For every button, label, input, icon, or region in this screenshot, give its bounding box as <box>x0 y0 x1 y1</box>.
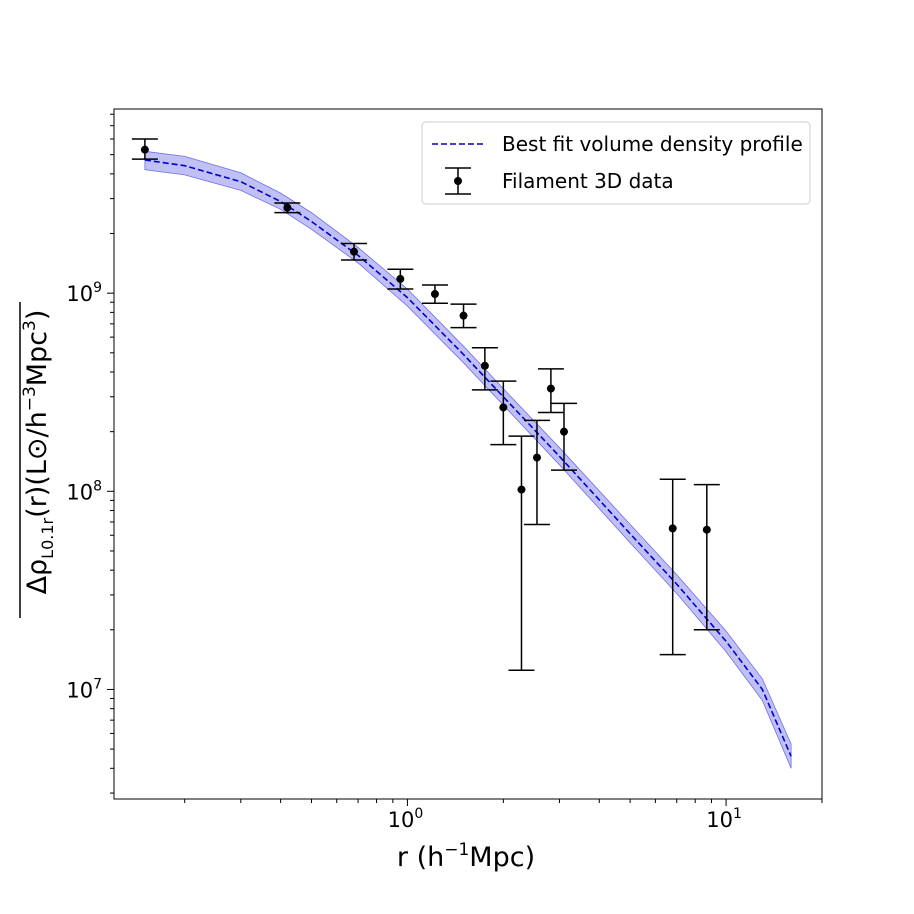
data-point-9 <box>508 435 535 672</box>
legend-data-swatch-marker <box>454 177 462 185</box>
data-point-2 <box>274 202 301 214</box>
data-point-1 <box>131 138 158 160</box>
x-tick-label: 101 <box>706 806 742 832</box>
data-marker <box>480 361 489 370</box>
plot-frame <box>113 108 823 800</box>
data-marker <box>532 453 541 462</box>
legend-fit-label: Best fit volume density profile <box>502 132 803 156</box>
y-axis-label: ΔρL0.1r(r)(L⊙/h−3Mpc3) <box>20 310 57 595</box>
fit-confidence-band <box>144 150 792 769</box>
data-marker <box>459 311 468 320</box>
data-marker <box>350 247 359 256</box>
data-point-3 <box>341 242 368 261</box>
data-marker <box>559 427 568 436</box>
legend-box <box>421 121 811 205</box>
confidence-band-layer <box>144 150 792 769</box>
data-point-8 <box>490 380 517 446</box>
x-axis-ticks: 100 101 <box>184 799 823 832</box>
data-marker <box>430 290 439 299</box>
fit-line <box>144 159 792 757</box>
y-tick-label: 109 <box>66 280 102 306</box>
data-point-10 <box>523 419 550 526</box>
data-point-12 <box>550 402 577 471</box>
data-point-14 <box>693 483 720 631</box>
data-point-7 <box>471 347 498 391</box>
data-point-5 <box>421 284 448 304</box>
data-marker <box>396 274 405 283</box>
y-tick-label: 108 <box>66 478 102 504</box>
data-marker <box>668 524 677 533</box>
data-point-11 <box>537 368 564 414</box>
data-point-13 <box>659 478 686 656</box>
y-tick-label: 107 <box>66 676 102 702</box>
data-marker <box>283 203 292 212</box>
data-point-4 <box>387 268 414 290</box>
data-marker <box>546 384 555 393</box>
data-marker <box>140 145 149 154</box>
data-marker <box>517 485 526 494</box>
x-tick-label: 100 <box>388 806 424 832</box>
y-axis-ticks: 107 108 109 <box>66 113 114 794</box>
data-marker <box>702 525 711 534</box>
data-point-6 <box>450 303 477 329</box>
data-marker <box>499 403 508 412</box>
fit-line-layer <box>144 159 792 757</box>
legend: Best fit volume density profile Filament… <box>421 121 811 205</box>
x-axis-label: r (h−1Mpc) <box>397 840 535 873</box>
legend-data-label: Filament 3D data <box>502 169 674 193</box>
data-points-layer <box>131 138 720 672</box>
